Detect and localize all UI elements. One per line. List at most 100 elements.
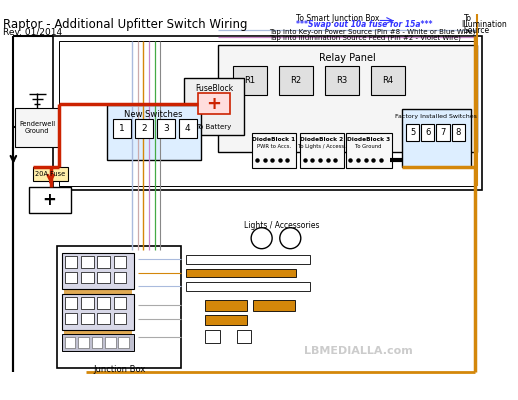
Bar	[78, 336, 89, 348]
Text: DiodeBlock 2: DiodeBlock 2	[300, 137, 343, 142]
Text: 5: 5	[410, 128, 415, 137]
Text: Factory Installed Switches: Factory Installed Switches	[395, 114, 477, 119]
Bar	[179, 119, 197, 138]
Text: 3: 3	[163, 124, 168, 133]
Text: Rev. 01/2014: Rev. 01/2014	[3, 27, 62, 36]
Bar	[237, 330, 251, 343]
Text: LBMEDIALLA.com: LBMEDIALLA.com	[304, 346, 412, 356]
Text: To Lights / Access.: To Lights / Access.	[298, 144, 346, 149]
Bar	[57, 246, 181, 368]
Bar	[65, 298, 77, 309]
Bar	[113, 272, 126, 283]
Bar	[59, 40, 476, 186]
Text: R4: R4	[382, 76, 393, 85]
Bar	[186, 255, 310, 264]
Circle shape	[280, 228, 301, 249]
Bar	[113, 313, 126, 324]
Bar	[198, 93, 230, 114]
Text: Tap into Illumination Source Feed (Pin #2 - Violet Wire): Tap into Illumination Source Feed (Pin #…	[269, 35, 461, 41]
Bar	[279, 66, 313, 95]
Text: DiodeBlock 3: DiodeBlock 3	[347, 137, 390, 142]
Text: R3: R3	[336, 76, 348, 85]
Bar	[107, 104, 200, 160]
Bar	[97, 313, 110, 324]
Bar	[92, 336, 102, 348]
Bar	[421, 124, 435, 141]
Text: FuseBlock: FuseBlock	[195, 84, 233, 92]
Text: Relay Panel: Relay Panel	[319, 53, 376, 63]
Bar	[436, 124, 450, 141]
Bar	[62, 294, 134, 330]
Text: R2: R2	[291, 76, 301, 85]
Bar	[233, 66, 267, 95]
Bar	[325, 66, 359, 95]
Text: 1: 1	[119, 124, 125, 133]
Bar	[253, 300, 295, 311]
Text: To Battery: To Battery	[196, 124, 232, 130]
Text: Fenderwell
Ground: Fenderwell Ground	[19, 121, 55, 134]
Bar	[81, 298, 94, 309]
Bar	[300, 133, 344, 168]
Bar	[205, 300, 247, 311]
Bar	[205, 314, 247, 325]
Text: 7: 7	[440, 128, 446, 137]
Bar	[65, 256, 77, 268]
Bar	[452, 124, 465, 141]
Bar	[15, 108, 59, 146]
Bar	[113, 256, 126, 268]
Text: New Switches: New Switches	[124, 110, 183, 119]
Bar	[81, 256, 94, 268]
Text: +: +	[42, 191, 56, 209]
Bar	[81, 313, 94, 324]
Bar	[64, 327, 132, 336]
Bar	[64, 286, 132, 298]
Bar	[65, 336, 76, 348]
Bar	[105, 336, 116, 348]
Bar	[28, 187, 70, 213]
Text: PWR to Accs.: PWR to Accs.	[257, 144, 291, 149]
Bar	[113, 119, 131, 138]
Text: +: +	[206, 94, 221, 112]
Bar	[34, 166, 68, 181]
Text: 2: 2	[141, 124, 147, 133]
Bar	[186, 269, 296, 277]
Bar	[113, 298, 126, 309]
Bar	[184, 78, 243, 135]
Bar	[62, 252, 134, 289]
Text: Source: Source	[463, 26, 490, 35]
Bar	[65, 313, 77, 324]
Bar	[346, 133, 392, 168]
Text: 6: 6	[425, 128, 430, 137]
Text: Illumination: Illumination	[461, 20, 507, 28]
Bar	[119, 336, 129, 348]
Bar	[65, 272, 77, 283]
Text: DiodeBlock 1: DiodeBlock 1	[252, 137, 296, 142]
Bar	[402, 109, 471, 166]
Text: 4: 4	[185, 124, 191, 133]
Bar	[406, 124, 419, 141]
Bar	[252, 133, 296, 168]
Text: Junction Box: Junction Box	[93, 365, 146, 374]
Bar	[97, 298, 110, 309]
Bar	[62, 334, 134, 351]
Bar	[156, 119, 175, 138]
Bar	[186, 282, 310, 291]
Circle shape	[251, 228, 272, 249]
Text: Lights / Accessories: Lights / Accessories	[244, 221, 320, 230]
Bar	[81, 272, 94, 283]
Text: To: To	[464, 14, 472, 23]
Text: ***Swap out 10a fuse for 15a***: ***Swap out 10a fuse for 15a***	[296, 20, 433, 30]
Text: R1: R1	[244, 76, 256, 85]
Bar	[52, 36, 482, 190]
Bar	[135, 119, 153, 138]
Bar	[97, 272, 110, 283]
Text: 8: 8	[456, 128, 461, 137]
Bar	[205, 330, 220, 343]
Text: To Ground: To Ground	[355, 144, 382, 149]
Text: Tap into Key-on Power Source (Pin #8 - White or Blue Wire): Tap into Key-on Power Source (Pin #8 - W…	[269, 28, 476, 35]
Bar	[97, 256, 110, 268]
Text: Raptor - Additional Upfitter Switch Wiring: Raptor - Additional Upfitter Switch Wiri…	[3, 18, 248, 31]
Bar	[218, 45, 478, 152]
Text: To Smart Junction Box: To Smart Junction Box	[296, 14, 379, 23]
Bar	[370, 66, 405, 95]
